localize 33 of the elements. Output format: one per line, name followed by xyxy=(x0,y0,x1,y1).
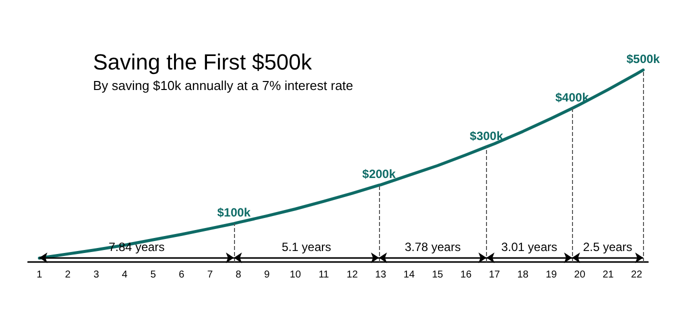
annotation: 3.01 years xyxy=(501,240,558,254)
x-tick-label: 3 xyxy=(93,270,100,280)
x-tick-label: 10 xyxy=(290,270,302,280)
annotation: 5.1 years xyxy=(282,240,332,254)
data-label: $100k xyxy=(217,206,251,220)
x-tick-label: 16 xyxy=(460,270,472,280)
x-tick-label: 8 xyxy=(236,270,242,280)
x-tick-label: 9 xyxy=(264,270,270,280)
x-tick-label: 21 xyxy=(602,270,614,280)
x-tick-label: 19 xyxy=(546,270,558,280)
x-tick-label: 11 xyxy=(318,270,330,280)
annotation: 3.78 years xyxy=(404,240,461,254)
data-label: $500k xyxy=(626,52,660,66)
data-label: $300k xyxy=(470,128,504,143)
x-tick-label: 12 xyxy=(346,270,358,280)
data-label: $200k xyxy=(362,167,396,182)
x-tick-label: 4 xyxy=(122,270,128,280)
x-tick-label: 15 xyxy=(432,270,444,280)
text: By saving $10k annually at a 7% interest rate xyxy=(93,78,354,93)
x-tick-label: 17 xyxy=(488,270,500,280)
annotation: 2.5 years xyxy=(582,240,632,254)
x-tick-label: 1 xyxy=(36,270,43,280)
x-tick-label: 13 xyxy=(375,270,387,280)
chart-title: Saving the First $500k xyxy=(93,50,313,74)
x-tick-label: 20 xyxy=(574,270,586,280)
x-tick-label: 6 xyxy=(178,270,185,280)
x-tick-label: 2 xyxy=(65,270,72,280)
x-tick-label: 14 xyxy=(404,270,416,280)
data-label: $400k xyxy=(555,90,590,104)
x-tick-label: 22 xyxy=(631,270,643,280)
x-tick-label: 18 xyxy=(517,270,529,280)
x-tick-label: 5 xyxy=(150,270,156,280)
x-tick-label: 7 xyxy=(207,270,214,280)
